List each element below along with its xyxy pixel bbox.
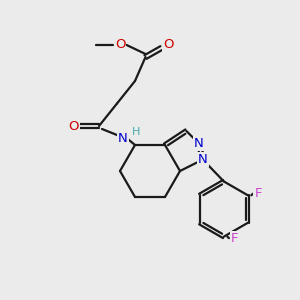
Text: N: N	[198, 153, 208, 166]
Text: O: O	[163, 38, 173, 52]
Text: F: F	[254, 187, 262, 200]
Text: H: H	[131, 127, 140, 137]
Text: F: F	[231, 232, 238, 244]
Text: N: N	[194, 136, 203, 149]
Text: O: O	[68, 119, 79, 133]
Text: O: O	[115, 38, 125, 52]
Text: N: N	[118, 131, 128, 145]
